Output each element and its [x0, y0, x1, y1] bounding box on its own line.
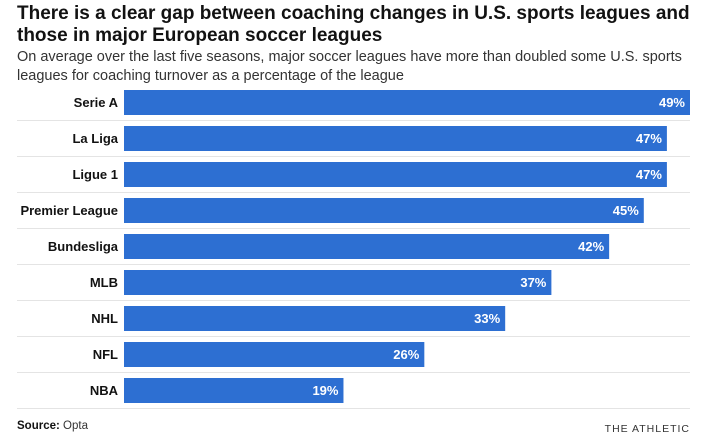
bar [124, 270, 552, 295]
brand-logo: THE ATHLETIC [604, 423, 690, 435]
bar [124, 198, 644, 223]
bar-chart: Serie A 49% La Liga 47% Ligue 1 47% Premier Le… [17, 90, 690, 409]
bar [124, 126, 667, 151]
category-label: NBA [90, 383, 119, 398]
bar [124, 342, 425, 367]
chart-subtitle: On average over the last five seasons, m… [17, 49, 682, 84]
data-label: 47% [636, 131, 662, 146]
source-label: Source: [17, 420, 60, 432]
category-label: La Liga [72, 131, 118, 146]
data-label: 49% [659, 95, 685, 110]
bar [124, 378, 344, 403]
bar [124, 234, 610, 259]
bar [124, 90, 690, 115]
data-label: 26% [393, 347, 419, 362]
category-label: MLB [90, 275, 118, 290]
category-label: NFL [93, 347, 118, 362]
data-label: 33% [474, 311, 500, 326]
data-label: 47% [636, 167, 662, 182]
bar [124, 162, 667, 187]
chart-title: There is a clear gap between coaching ch… [17, 3, 690, 46]
category-label: Ligue 1 [72, 167, 118, 182]
category-label: Premier League [20, 203, 118, 218]
category-label: Serie A [74, 95, 119, 110]
data-label: 45% [613, 203, 639, 218]
data-label: 37% [520, 275, 546, 290]
bar [124, 306, 506, 331]
data-label: 42% [578, 239, 604, 254]
category-label: Bundesliga [48, 239, 119, 254]
source-value: Opta [63, 420, 88, 432]
data-label: 19% [312, 383, 338, 398]
category-label: NHL [91, 311, 118, 326]
source-note: Source: Opta [17, 420, 88, 432]
